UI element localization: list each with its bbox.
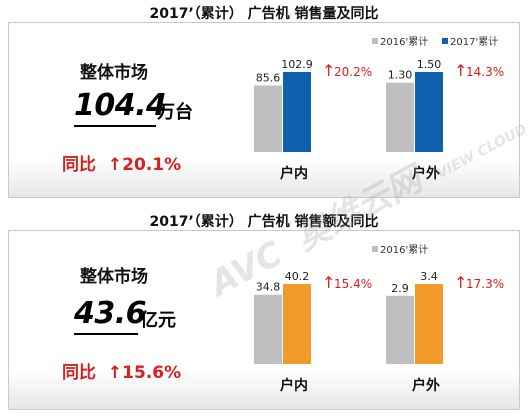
revenue-chart-growth-arrow-icon-1: ↑ <box>454 273 467 292</box>
revenue-chart-bar-1-0 <box>386 295 414 364</box>
volume-total-underline <box>74 125 156 127</box>
revenue-headline: 整体市场 <box>80 267 148 287</box>
revenue-chart-growth-value-1: 17.3% <box>466 277 504 291</box>
volume-chart-growth-value-0: 20.2% <box>334 65 372 79</box>
revenue-chart-data-label-0-0: 34.8 <box>256 281 281 294</box>
revenue-yoy-label: 同比 <box>62 363 96 383</box>
revenue-yoy: 同比 ↑15.6% <box>62 358 181 383</box>
volume-chart-growth-arrow-icon-1: ↑ <box>454 61 467 80</box>
revenue-chart-legend-swatch-0 <box>372 246 378 252</box>
volume-chart-data-label-0-0: 85.6 <box>256 71 281 84</box>
revenue-total-unit: 亿元 <box>140 310 176 331</box>
revenue-yoy-arrow-icon: ↑ <box>107 363 123 383</box>
volume-chart-legend-swatch-1 <box>442 38 448 44</box>
volume-yoy-value: 20.1% <box>122 155 182 175</box>
volume-chart-data-label-1-0: 1.30 <box>388 69 413 82</box>
revenue-chart-bar-0-1 <box>283 284 311 364</box>
volume-chart-legend-label-0: 2016'累计 <box>380 35 428 48</box>
revenue-chart-bar-1-1 <box>415 284 443 364</box>
volume-yoy-label: 同比 <box>62 155 96 175</box>
volume-chart-growth-value-1: 14.3% <box>466 65 504 79</box>
volume-chart-category-label-1: 户外 <box>412 165 440 182</box>
volume-chart-bar-0-0 <box>254 85 282 152</box>
revenue-chart-data-label-1-1: 3.4 <box>420 270 438 283</box>
revenue-chart-category-label-0: 户内 <box>280 377 308 394</box>
volume-chart-data-label-1-1: 1.50 <box>417 58 442 71</box>
volume-chart-bar-1-0 <box>386 82 414 152</box>
volume-chart-data-label-0-1: 102.9 <box>281 58 313 71</box>
revenue-chart-growth-value-0: 15.4% <box>334 277 372 291</box>
volume-chart-growth-arrow-icon-0: ↑ <box>322 61 335 80</box>
volume-yoy: 同比 ↑20.1% <box>62 150 181 175</box>
volume-chart-legend-label-1: 2017'累计 <box>450 35 498 48</box>
revenue-total-value: 43.6 <box>74 296 147 331</box>
revenue-total-underline <box>74 333 138 335</box>
volume-chart-category-label-0: 户内 <box>280 165 308 182</box>
revenue-chart-category-label-1: 户外 <box>412 377 440 394</box>
revenue-chart-data-label-1-0: 2.9 <box>391 282 409 295</box>
revenue-chart-growth-arrow-icon-0: ↑ <box>322 273 335 292</box>
revenue-chart-data-label-0-1: 40.2 <box>285 270 310 283</box>
volume-title: 2017’（累计） 广告机 销售量及同比 <box>149 6 379 22</box>
revenue-chart-legend-label-0: 2016'累计 <box>380 243 428 256</box>
volume-total-unit: 万台 <box>157 102 193 123</box>
volume-chart-bar-0-1 <box>283 72 311 152</box>
revenue-yoy-value: 15.6% <box>122 363 182 383</box>
volume-chart-legend-swatch-0 <box>372 38 378 44</box>
volume-headline: 整体市场 <box>80 63 148 83</box>
revenue-title: 2017’（累计） 广告机 销售额及同比 <box>149 214 379 230</box>
volume-chart-bar-1-1 <box>415 72 443 152</box>
volume-yoy-arrow-icon: ↑ <box>107 155 123 175</box>
revenue-chart-bar-0-0 <box>254 294 282 364</box>
volume-total-value: 104.4 <box>74 88 167 123</box>
